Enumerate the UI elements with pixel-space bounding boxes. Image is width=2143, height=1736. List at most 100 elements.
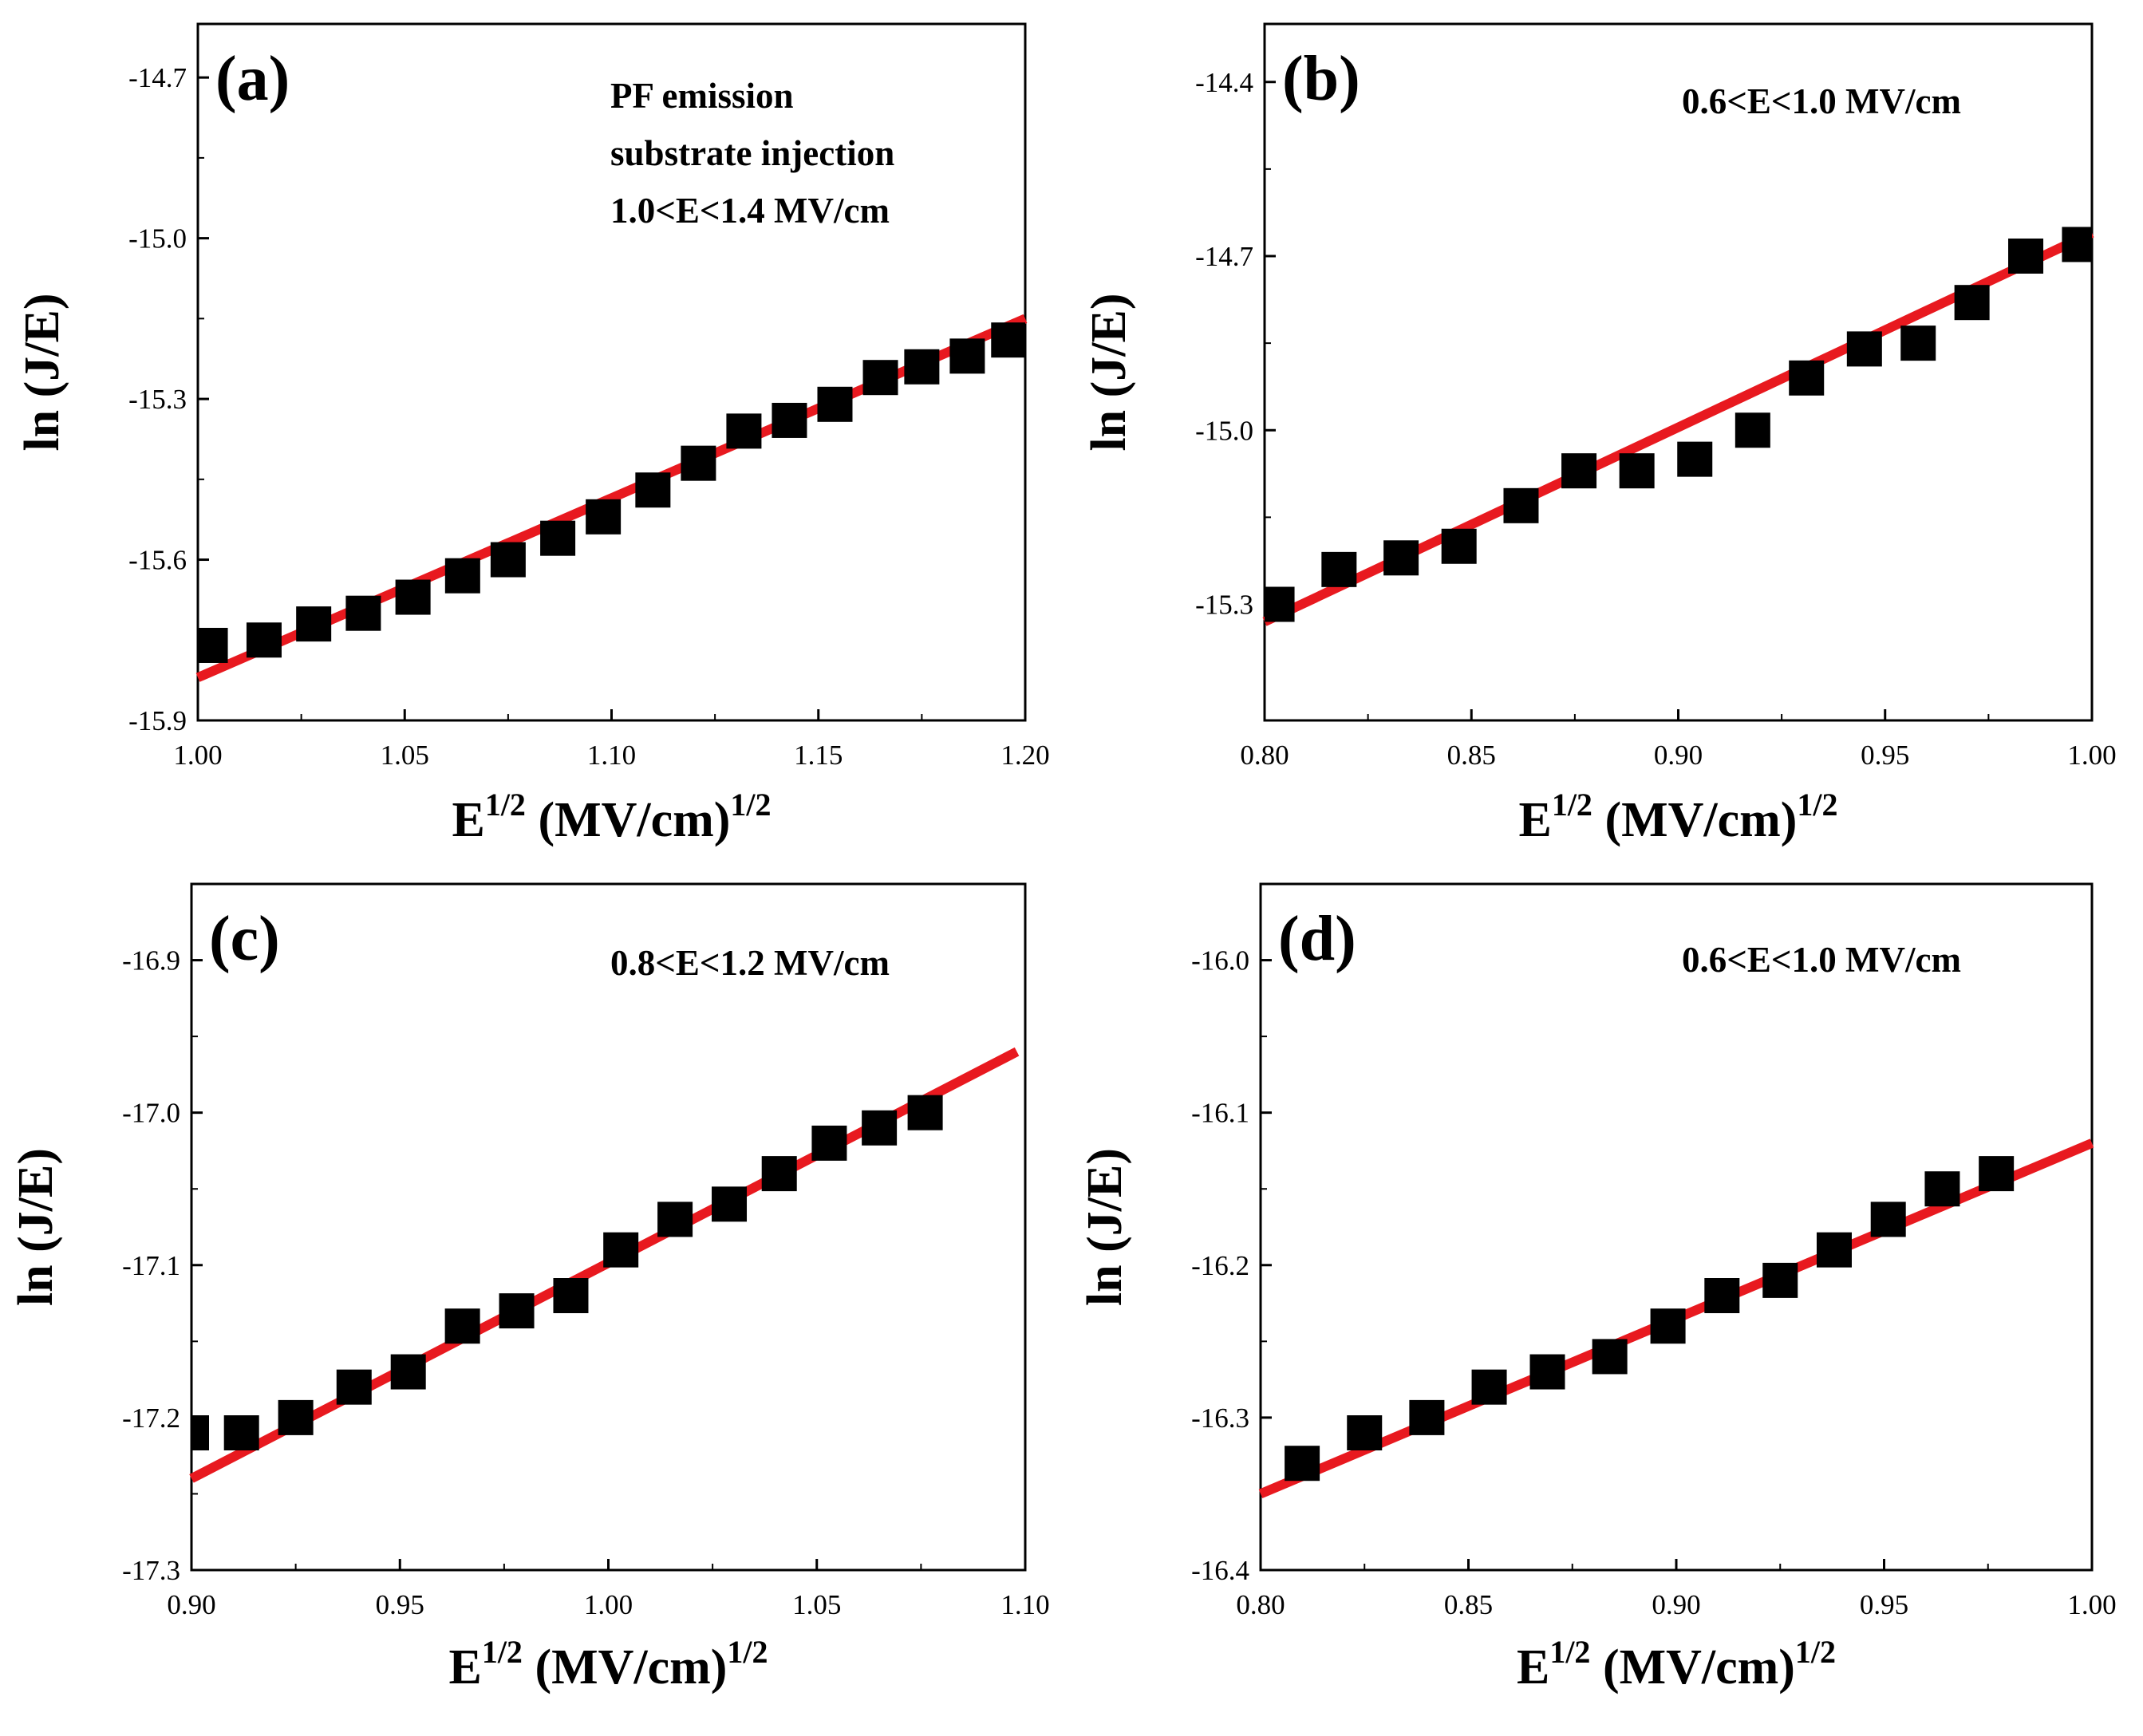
data-point <box>1471 1369 1507 1405</box>
y-tick-label: -17.3 <box>122 1555 180 1586</box>
data-point <box>1762 1262 1798 1298</box>
x-axis-label-unit-sup: 1/2 <box>727 1634 768 1670</box>
data-point <box>1816 1232 1852 1268</box>
data-point <box>862 1110 898 1146</box>
x-axis-label-unit-sup: 1/2 <box>730 787 771 823</box>
x-axis-label-unit-sup: 1/2 <box>1795 1634 1836 1670</box>
x-axis-label: E1/2 (MV/cm)1/2 <box>1517 1634 1836 1695</box>
x-axis-label-unit: (MV/cm) <box>1590 1640 1794 1695</box>
data-point <box>553 1278 589 1313</box>
x-tick-label: 1.00 <box>173 740 222 771</box>
data-point <box>223 1415 259 1450</box>
data-point <box>1561 453 1597 489</box>
data-point <box>246 622 282 658</box>
y-tick-label: -14.7 <box>128 62 187 93</box>
data-point <box>191 1415 209 1450</box>
y-tick-label: -16.4 <box>1191 1555 1249 1586</box>
panel-a: 1.00 1.05 1.10 1.15 1.20 -15.9 -15.6 -15.3 -15.0… <box>15 22 1050 847</box>
x-tick-label: 0.90 <box>167 1589 215 1620</box>
x-axis-label-sup: 1/2 <box>1549 1634 1590 1670</box>
data-point <box>1347 1415 1383 1450</box>
data-point <box>1619 453 1655 489</box>
data-point <box>444 1308 480 1344</box>
annotation: 0.6<E<1.0 MV/cm <box>1682 940 1961 980</box>
data-point <box>1592 1339 1628 1375</box>
panel-label: (d) <box>1278 904 1356 974</box>
y-tick-label: -16.0 <box>1191 945 1249 977</box>
data-point <box>1677 441 1713 477</box>
panel-label: (c) <box>209 904 280 974</box>
data-point <box>772 402 807 438</box>
x-tick-label: 0.95 <box>1861 740 1909 771</box>
plot-frame <box>1263 22 2094 722</box>
y-tick-label: -15.3 <box>1195 590 1253 621</box>
y-tick-label: -15.0 <box>1195 415 1253 446</box>
data-point <box>2008 239 2044 274</box>
data-point <box>390 1354 426 1390</box>
data-point <box>1503 487 1539 523</box>
data-point <box>1846 331 1882 367</box>
panel-d: 0.80 0.85 0.90 0.95 1.00 -16.4 -16.3 -16.2 -16.1… <box>1078 882 2117 1695</box>
x-tick-label: 0.95 <box>376 1589 424 1620</box>
data-point <box>991 322 1025 358</box>
data-point <box>499 1293 535 1329</box>
x-tick-label: 0.80 <box>1236 1589 1285 1620</box>
x-tick-label: 1.05 <box>381 740 429 771</box>
plot-frame <box>190 882 1027 1572</box>
y-tick-label: -16.2 <box>1191 1250 1249 1281</box>
data-point <box>862 360 898 396</box>
x-axis-label-main: E <box>452 793 484 847</box>
data-point <box>296 606 332 642</box>
data-point <box>726 413 762 449</box>
annotation: 0.6<E<1.0 MV/cm <box>1682 81 1961 121</box>
x-tick-label: 0.90 <box>1654 740 1703 771</box>
x-tick-label: 1.00 <box>2067 1589 2116 1620</box>
y-axis-label: ln (J/E) <box>15 293 69 451</box>
data-point <box>2062 227 2092 262</box>
y-tick-label: -17.0 <box>122 1098 180 1129</box>
data-point <box>345 595 381 631</box>
data-point <box>635 472 671 508</box>
y-axis-label: ln (J/E) <box>1078 1148 1132 1306</box>
panel-b: 0.80 0.85 0.90 0.95 1.00 -15.3 -15.0 -14.7 -14.4… <box>1082 22 2117 847</box>
data-point <box>681 445 716 481</box>
data-point <box>1924 1171 1960 1207</box>
x-tick-label: 1.15 <box>794 740 843 771</box>
data-point <box>1529 1354 1565 1390</box>
y-tick-label: -15.6 <box>128 545 187 576</box>
data-point <box>1650 1308 1686 1344</box>
y-tick-label: -17.1 <box>122 1250 180 1281</box>
x-tick-label: 1.10 <box>1000 1589 1049 1620</box>
panel-label: (b) <box>1282 44 1360 114</box>
data-point <box>1321 551 1357 587</box>
data-point <box>949 338 985 374</box>
data-point <box>444 558 480 594</box>
panel-label: (a) <box>215 44 290 114</box>
x-tick-label: 1.10 <box>587 740 636 771</box>
y-tick-label: -17.2 <box>122 1403 180 1434</box>
y-axis-label: ln (J/E) <box>1082 293 1136 451</box>
data-point <box>811 1125 847 1161</box>
x-axis-label-sup: 1/2 <box>485 787 526 823</box>
data-point <box>1265 586 1295 622</box>
y-tick-label: -16.1 <box>1191 1098 1249 1129</box>
x-tick-label: 1.05 <box>792 1589 841 1620</box>
x-tick-label: 1.20 <box>1000 740 1049 771</box>
data-point <box>278 1399 314 1435</box>
x-axis-label-main: E <box>1518 793 1551 847</box>
data-point <box>1285 1446 1320 1482</box>
data-point <box>1735 412 1770 448</box>
x-axis-label-main: E <box>1517 1640 1549 1695</box>
y-tick-label: -14.7 <box>1195 241 1253 272</box>
data-point <box>586 499 622 535</box>
x-axis-label: E1/2 (MV/cm)1/2 <box>1518 787 1837 847</box>
data-point <box>657 1201 693 1237</box>
data-point <box>490 542 526 578</box>
x-axis-label: E1/2 (MV/cm)1/2 <box>448 1634 768 1695</box>
y-tick-label: -14.4 <box>1195 67 1253 98</box>
data-point <box>1441 528 1477 564</box>
x-tick-label: 0.80 <box>1240 740 1289 771</box>
x-tick-label: 0.85 <box>1444 1589 1493 1620</box>
data-point <box>1789 360 1825 396</box>
